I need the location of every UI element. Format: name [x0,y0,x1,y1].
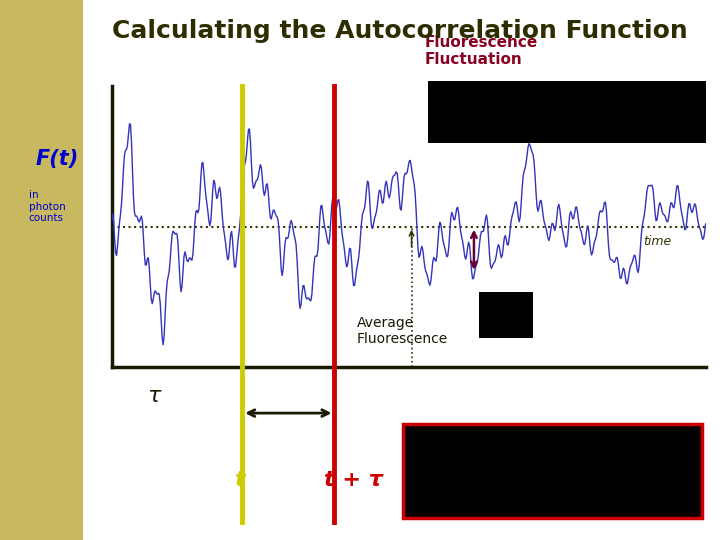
Text: t: t [233,470,244,490]
Text: time: time [643,235,672,248]
Text: in
photon
counts: in photon counts [29,190,66,223]
Text: Fluorescence
Fluctuation: Fluorescence Fluctuation [425,35,538,68]
Text: t + τ: t + τ [323,470,382,490]
Text: Calculating the Autocorrelation Function: Calculating the Autocorrelation Function [112,19,688,43]
Text: F(t): F(t) [36,149,79,169]
Text: τ: τ [148,386,161,406]
Text: Average
Fluorescence: Average Fluorescence [356,316,448,346]
